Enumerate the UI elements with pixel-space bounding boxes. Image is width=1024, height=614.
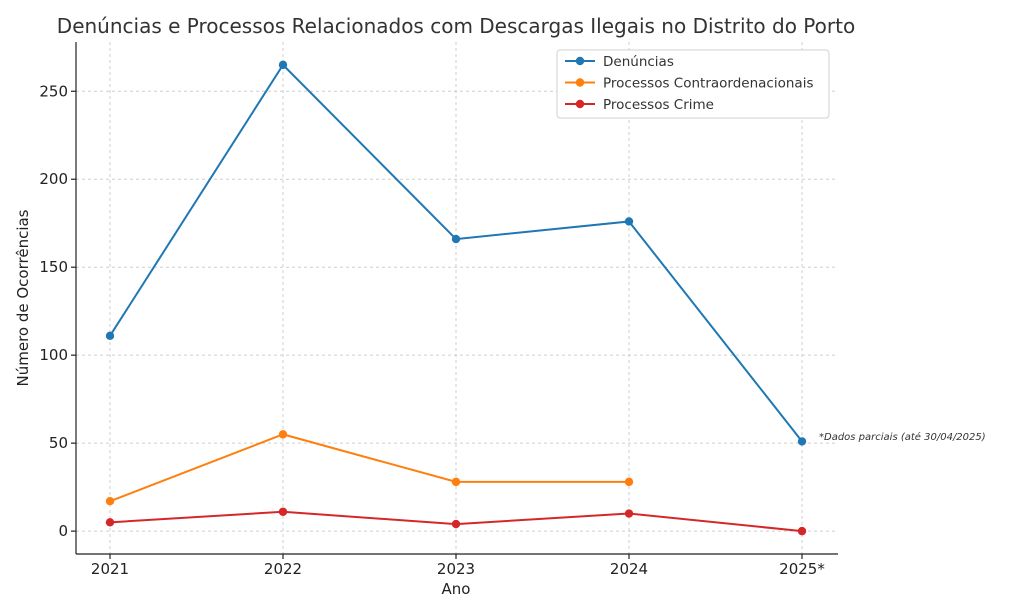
x-tick-label: 2025* (779, 560, 825, 578)
y-tick-label: 150 (39, 258, 68, 276)
series-1 (105, 60, 807, 446)
data-point (105, 497, 115, 506)
data-point (624, 477, 634, 487)
data-point (624, 509, 634, 518)
x-tick-label: 2023 (437, 560, 475, 578)
x-ticks: 2021 2022 2023 2024 2025* (91, 554, 825, 578)
data-point (451, 477, 461, 487)
data-point (278, 430, 288, 439)
y-tick-label: 100 (39, 346, 68, 364)
data-point (105, 331, 115, 341)
x-tick-label: 2024 (610, 560, 648, 578)
grid (76, 42, 838, 554)
data-point (797, 437, 807, 446)
y-ticks: 0 50 100 150 200 250 (39, 82, 76, 540)
data-point (797, 526, 807, 536)
legend: Denúncias Processos Contraordenacionais Pr… (556, 49, 830, 119)
legend-marker (575, 78, 585, 87)
series-2 (105, 430, 634, 506)
legend-box (556, 49, 830, 119)
legend-label: Processos Crime (603, 97, 714, 113)
series-3 (105, 507, 807, 536)
data-point (278, 507, 288, 516)
x-tick-label: 2021 (91, 560, 129, 578)
x-tick-label: 2022 (264, 560, 302, 578)
legend-label: Denúncias (603, 54, 674, 70)
y-tick-label: 50 (49, 434, 68, 452)
series-line (109, 433, 629, 503)
y-tick-label: 200 (39, 170, 68, 188)
y-axis-title: Número de Ocorrências (14, 209, 32, 386)
x-axis-title: Ano (442, 580, 471, 598)
data-point (624, 217, 634, 226)
legend-item: Denúncias (565, 54, 674, 70)
data-point (451, 234, 461, 244)
legend-marker (575, 56, 585, 66)
axes (75, 42, 838, 555)
legend-item: Processos Contraordenacionais (565, 76, 813, 92)
chart-title: Denúncias e Processos Relacionados com D… (57, 14, 855, 38)
y-tick-label: 250 (39, 82, 68, 100)
y-tick-label: 0 (58, 522, 68, 540)
series-group (105, 60, 807, 536)
data-point (278, 60, 288, 70)
data-point (451, 519, 461, 529)
data-point (105, 518, 115, 527)
partial-data-note: *Dados parciais (até 30/04/2025) (819, 431, 986, 443)
legend-marker (575, 99, 585, 109)
legend-item: Processos Crime (565, 97, 714, 113)
legend-label: Processos Contraordenacionais (603, 76, 813, 92)
